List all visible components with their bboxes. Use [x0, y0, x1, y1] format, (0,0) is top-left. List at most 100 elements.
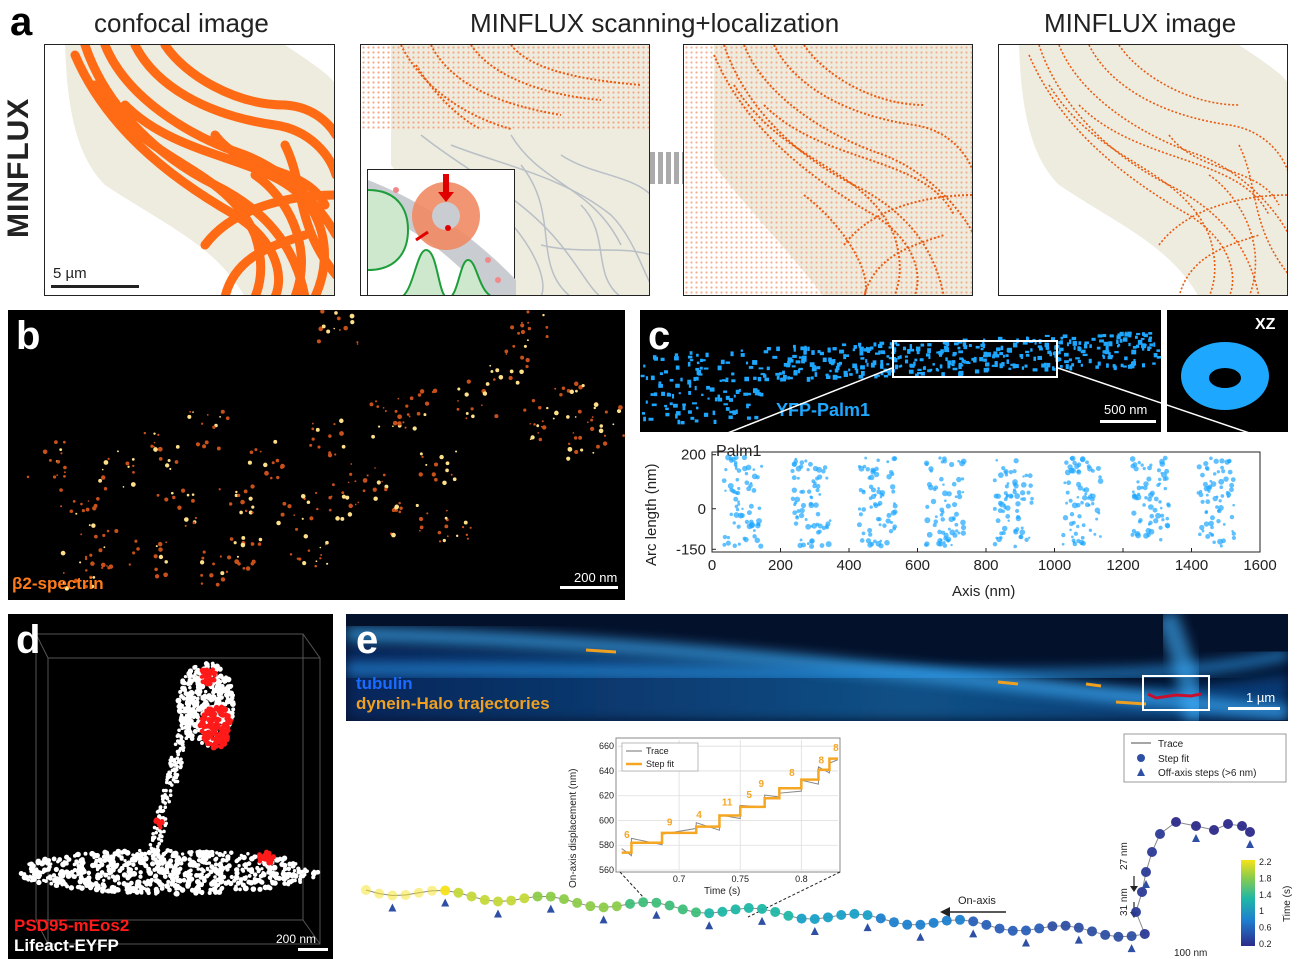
palm-spot [836, 376, 842, 379]
xz-svg [1181, 342, 1269, 410]
palm-spot [1025, 350, 1030, 354]
spectrin-spot [394, 409, 398, 413]
spine-point [175, 697, 182, 704]
palm-spot [1132, 345, 1137, 349]
palm-spot [1102, 334, 1107, 338]
palm-spot [811, 367, 817, 372]
arc-point [864, 456, 868, 460]
spine-point [167, 887, 172, 893]
spectrin-spot [106, 529, 110, 533]
arc-point [817, 474, 823, 480]
spectrin-spot [586, 421, 589, 424]
palm-spot [836, 362, 841, 367]
spine-point [244, 875, 248, 879]
off-axis-marker [1074, 935, 1083, 944]
spine-point [269, 879, 274, 883]
arc-point [722, 542, 727, 547]
spectrin-spot [158, 457, 163, 461]
spectrin-spot [136, 547, 140, 551]
spectrin-spot [289, 553, 293, 556]
spine-point [179, 861, 184, 866]
palm-spot [779, 372, 782, 376]
spine-point [156, 818, 160, 823]
spine-point [270, 855, 275, 860]
spectrin-spot [301, 517, 304, 520]
on-axis-arrow: On-axis [940, 895, 1006, 917]
palm-spot [1137, 339, 1143, 345]
spectrin-spot [237, 562, 241, 566]
spectrin-spot [180, 488, 186, 493]
palm-spot [951, 360, 956, 364]
off-axis-marker [388, 903, 397, 912]
spectrin-spot [212, 562, 216, 566]
palm-spot [725, 361, 731, 364]
spectrin-spot [264, 470, 269, 476]
spectrin-spot [421, 455, 424, 459]
step-dot [453, 887, 464, 898]
palm-spot [947, 365, 951, 369]
spectrin-spot [228, 502, 233, 506]
spine-point [184, 700, 190, 705]
arc-point [1140, 463, 1144, 467]
palm-spot [1112, 364, 1116, 368]
spine-point [220, 684, 225, 689]
spectrin-spot [369, 402, 374, 407]
palm-spot [766, 346, 771, 351]
palm-spot [997, 336, 1003, 341]
palm-spot [867, 347, 872, 350]
step-dot [625, 898, 635, 909]
trajectory-highlight [1147, 692, 1202, 700]
arc-point [1156, 483, 1161, 488]
arc-point [821, 525, 827, 531]
palm-spot [986, 352, 991, 357]
spectrin-spot [106, 565, 108, 567]
inset-ytick-label: 600 [599, 815, 614, 825]
spectrin-spot [250, 542, 255, 546]
spectrin-spot [328, 496, 332, 500]
arc-point [1135, 532, 1141, 539]
arc-point [1027, 473, 1033, 479]
arc-point [1163, 486, 1168, 491]
palm-spot [942, 341, 946, 345]
palm-spot [939, 364, 943, 369]
spectrin-spot [48, 458, 52, 462]
spectrin-spot [249, 450, 254, 455]
arc-point [741, 454, 748, 461]
palm-spot [999, 363, 1003, 369]
spine-point [74, 859, 79, 864]
arc-point [1085, 460, 1089, 465]
spine-point [193, 699, 200, 706]
spectrin-spot [347, 481, 350, 484]
palm-spot [876, 374, 880, 377]
spine-point [180, 679, 186, 685]
spectrin-spot [218, 488, 221, 491]
spectrin-spot [580, 448, 584, 452]
spectrin-spot [520, 355, 525, 360]
spine-points [18, 661, 321, 897]
palm-spot [1108, 352, 1111, 357]
spectrin-spot [457, 399, 459, 402]
palm-spot [1078, 341, 1082, 345]
palm-spot [787, 376, 791, 380]
palm-spot [948, 361, 951, 367]
palm-spot [1077, 346, 1081, 351]
spectrin-spot [229, 537, 234, 541]
arc-point [1212, 472, 1217, 476]
palm-spot [1135, 344, 1140, 348]
spine-point [197, 705, 202, 710]
palm-spot [1054, 355, 1058, 358]
arc-point [815, 488, 820, 493]
spectrin-spot [527, 321, 530, 324]
spectrin-spot [519, 369, 524, 375]
palm-spot [1097, 334, 1103, 338]
palm-spot [1046, 362, 1051, 368]
palm-spot [858, 342, 862, 347]
arc-point [954, 522, 959, 527]
spectrin-spot [328, 434, 332, 438]
spectrin-spot [450, 473, 453, 476]
arc-point [1143, 532, 1149, 539]
spine-point [227, 690, 232, 695]
spectrin-spot [234, 493, 239, 498]
palm-spot [1103, 341, 1109, 346]
palm-spot [910, 364, 915, 368]
